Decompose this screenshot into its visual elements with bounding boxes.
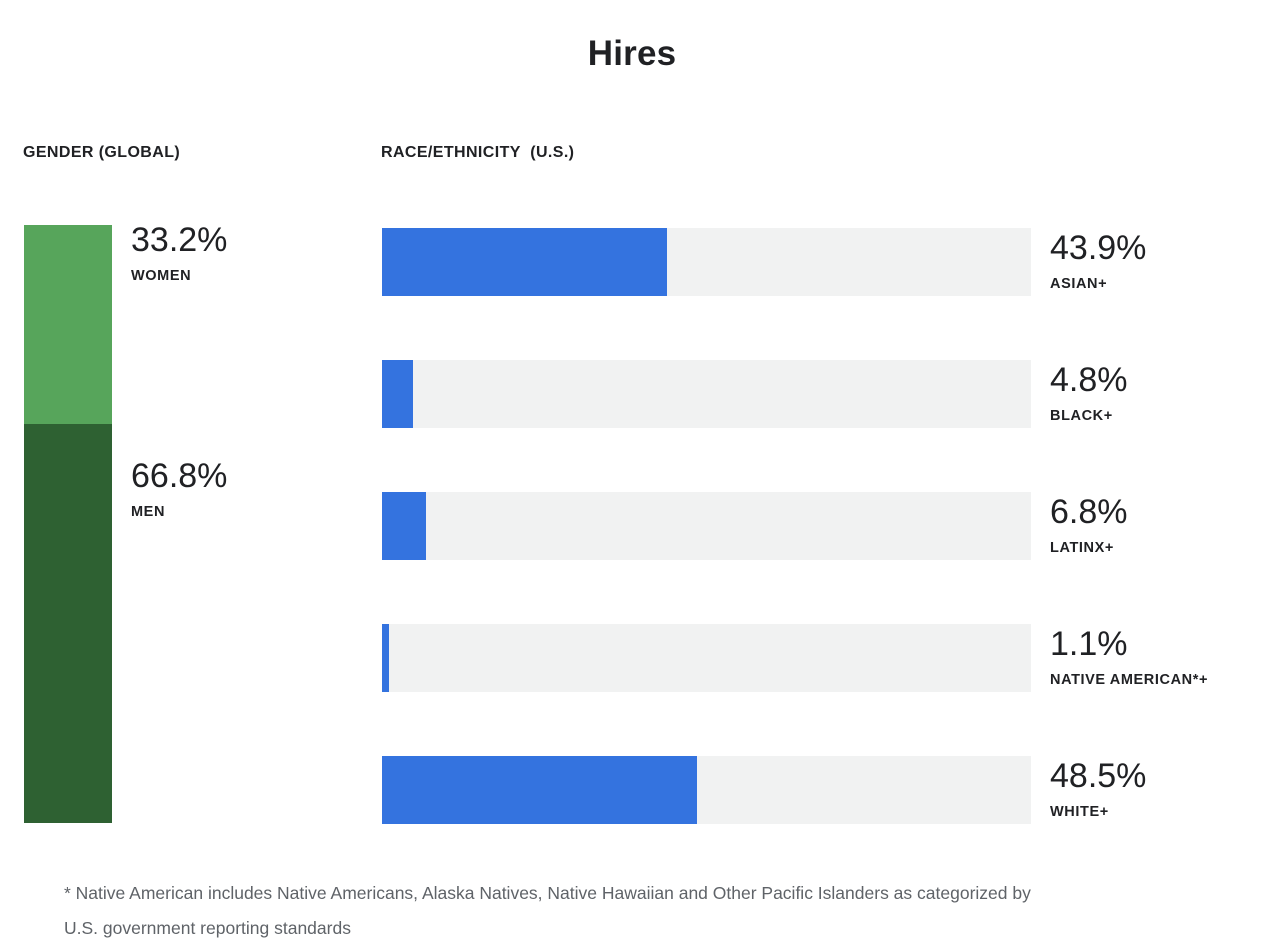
women-category-label: WOMEN bbox=[131, 268, 192, 285]
women-label-group: 33.2% WOMEN bbox=[131, 221, 361, 287]
men-label-group: 66.8% MEN bbox=[131, 457, 361, 523]
page-title: Hires bbox=[587, 34, 677, 73]
gender-bar-men-segment bbox=[24, 423, 112, 823]
men-percent-value: 66.8% bbox=[131, 457, 228, 495]
race-bar-track bbox=[382, 492, 1031, 560]
women-percent-value: 33.2% bbox=[131, 221, 228, 259]
race-bar-fill bbox=[382, 624, 390, 692]
asian-category-label: ASIAN+ bbox=[1050, 276, 1108, 293]
race-row-black: 4.8% BLACK+ bbox=[0, 360, 1264, 428]
race-row-white: 48.5% WHITE+ bbox=[0, 756, 1264, 824]
white-category-label: WHITE+ bbox=[1050, 804, 1109, 821]
latinx-category-label: LATINX+ bbox=[1050, 540, 1114, 557]
latinx-percent-value: 6.8% bbox=[1050, 493, 1128, 531]
race-row-latinx: 6.8% LATINX+ bbox=[0, 492, 1264, 560]
footnote-line-2: U.S. government reporting standards bbox=[64, 918, 351, 938]
race-label-group: 1.1% NATIVE AMERICAN*+ bbox=[1050, 625, 1230, 691]
race-bar-track bbox=[382, 624, 1031, 692]
gender-stacked-bar bbox=[24, 225, 112, 823]
footnote-line-1: * Native American includes Native Americ… bbox=[64, 883, 1031, 903]
race-section-title: RACE/ETHNICITY (U.S.) bbox=[381, 144, 575, 161]
white-percent-value: 48.5% bbox=[1050, 757, 1147, 795]
race-label-group: 43.9% ASIAN+ bbox=[1050, 229, 1230, 295]
race-row-native-american: 1.1% NATIVE AMERICAN*+ bbox=[0, 624, 1264, 692]
race-label-group: 6.8% LATINX+ bbox=[1050, 493, 1230, 559]
race-bar-track bbox=[382, 360, 1031, 428]
native-american-category-label: NATIVE AMERICAN*+ bbox=[1050, 672, 1209, 689]
race-bar-fill bbox=[382, 360, 414, 428]
race-label-group: 4.8% BLACK+ bbox=[1050, 361, 1230, 427]
native-american-percent-value: 1.1% bbox=[1050, 625, 1128, 663]
gender-section-title: GENDER (GLOBAL) bbox=[23, 144, 181, 161]
footnote: * Native American includes Native Americ… bbox=[64, 876, 1204, 944]
black-percent-value: 4.8% bbox=[1050, 361, 1128, 399]
race-bar-track bbox=[382, 228, 1031, 296]
race-ethnicity-chart: 43.9% ASIAN+ 4.8% BLACK+ 6.8% LATINX+ bbox=[0, 228, 1264, 828]
race-bar-fill bbox=[382, 228, 667, 296]
race-bar-track bbox=[382, 756, 1031, 824]
race-bar-fill bbox=[382, 492, 427, 560]
gender-bar-women-segment bbox=[24, 225, 112, 424]
race-label-group: 48.5% WHITE+ bbox=[1050, 757, 1230, 823]
race-bar-fill bbox=[382, 756, 697, 824]
men-category-label: MEN bbox=[131, 504, 166, 521]
black-category-label: BLACK+ bbox=[1050, 408, 1113, 425]
asian-percent-value: 43.9% bbox=[1050, 229, 1147, 267]
race-row-asian: 43.9% ASIAN+ bbox=[0, 228, 1264, 296]
